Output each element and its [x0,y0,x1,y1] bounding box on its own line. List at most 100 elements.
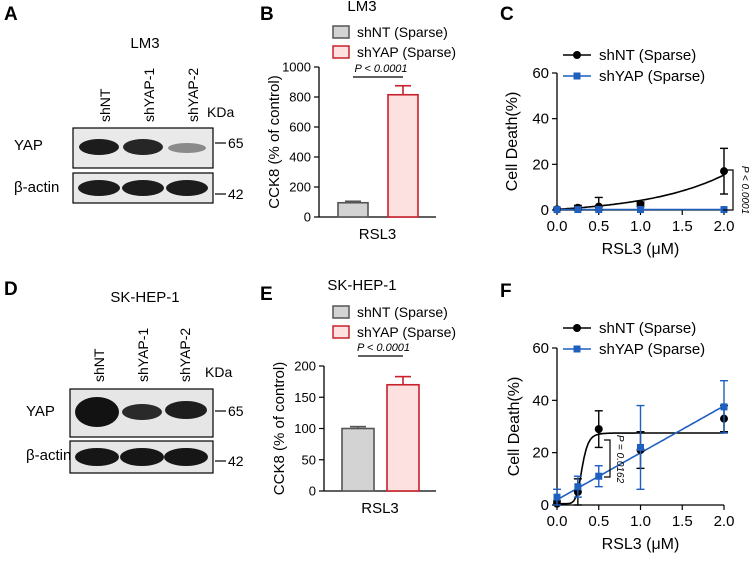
y-tick-label: 20 [532,445,549,462]
legend-label: shYAP (Sparse) [357,44,456,60]
chart-c: 0 20 40 60 0.0 0.5 1.0 1.5 2.0 RSL3 (μM) Cell Deat… [504,47,750,258]
y-tick-label: 50 [302,452,316,467]
blot-d-lane-3: shYAP-2 [177,328,193,382]
blot-a-actin-band-2 [122,180,164,196]
bar [387,93,419,218]
blot-d-yap-band-2 [122,404,162,420]
legend-marker [573,51,581,59]
bar [386,383,420,492]
blot-a-yap-band-1 [79,139,119,155]
y-tick-label: 20 [532,156,549,173]
blot-a-lane-1: shNT [97,88,113,122]
chart-title: SK-HEP-1 [327,277,396,294]
x-axis-label: RSL3 (μM) [602,536,680,553]
blot-a-lane-3: shYAP-2 [185,68,201,122]
x-tick-label: 0.5 [588,218,609,235]
x-tick-label: 2.0 [714,218,735,235]
x-tick-label: 0.5 [588,513,609,530]
blot-a-row-actin: β-actin [14,179,59,196]
data-point [574,483,582,491]
y-tick-label: 0 [304,210,311,225]
x-tick-label: 0.0 [547,513,568,530]
blot-a-yap-band-2 [123,139,163,155]
x-axis-label: RSL3 (μM) [602,241,680,258]
legend-swatch [332,325,350,339]
x-tick-label: 1.5 [672,218,693,235]
x-tick-label: 1.0 [630,218,651,235]
y-tick-label: 400 [289,150,311,165]
blot-a-title: LM3 [130,35,159,52]
bar [341,427,375,492]
blot-d-unit: KDa [205,364,232,380]
y-tick-label: 100 [294,421,316,436]
y-tick-label: 200 [289,180,311,195]
y-axis-label: CCK8 (% of control) [271,362,288,495]
legend-marker [573,324,581,332]
x-tick-label: 2.0 [714,513,735,530]
chart-e: SK-HEP-1 shNT (Sparse) shYAP (Sparse) 0 50 10… [271,277,456,517]
y-tick-label: 1000 [282,60,311,75]
panel-letter-b: B [260,4,274,25]
panel-letter-f: F [500,281,512,302]
y-tick-label: 60 [532,65,549,82]
blot-d-marker-42: 42 [228,453,244,469]
blot-d-marker-65: 65 [228,403,244,419]
p-value: P < 0.0001 [357,342,410,354]
blot-a-row-yap: YAP [14,137,43,154]
data-point [574,206,582,214]
legend-label: shYAP (Sparse) [599,68,705,85]
blot-d-actin-band-3 [164,448,208,466]
panel-letter-c: C [500,4,514,25]
y-tick-label: 60 [532,340,549,357]
blot-a-yap-band-3 [168,143,206,153]
legend-swatch [332,45,350,59]
blot-d-yap-band-3 [165,401,207,419]
data-point [553,493,561,501]
blot-a-lane-2: shYAP-1 [141,68,157,122]
legend-label: shNT (Sparse) [599,47,696,64]
chart-f: 0 20 40 60 0.0 0.5 1.0 1.5 2.0 RSL3 (μM) Cell Deat… [506,320,734,553]
legend-label: shNT (Sparse) [357,304,448,320]
legend-marker [573,345,581,353]
y-axis-label: CCK8 (% of control) [266,75,283,208]
legend-swatch [332,305,350,319]
blot-d-lane-1: shNT [91,348,107,382]
chart-title: LM3 [347,0,376,15]
x-tick-label: 0.0 [547,218,568,235]
y-tick-label: 800 [289,90,311,105]
panel-letter-d: D [4,279,18,300]
blot-d-yap-band-1 [75,397,119,427]
blot-a-actin-band-1 [78,180,120,196]
data-point [553,206,561,214]
legend-swatch [332,25,350,39]
blot-a-unit: KDa [207,104,234,120]
legend-label: shNT (Sparse) [599,320,696,337]
data-point [720,403,728,411]
blot-d-lane-2: shYAP-1 [135,328,151,382]
blot-d-row-yap: YAP [26,403,55,420]
data-point [594,425,603,434]
blot-d-actin-band-1 [75,448,119,466]
p-value: P < 0.0001 [739,166,750,214]
p-value: P = 0.0162 [614,435,625,484]
data-point [595,472,603,480]
y-tick-label: 0 [541,497,549,514]
data-point [595,206,603,214]
blot-d-actin-band-2 [120,448,164,466]
panel-letter-a: A [4,4,18,25]
y-axis-label: Cell Death(%) [506,377,523,477]
x-tick-label: 1.5 [672,513,693,530]
blot-a-marker-42: 42 [228,186,244,202]
significance-bracket [604,439,611,478]
significance-bracket [723,169,734,211]
y-tick-label: 40 [532,392,549,409]
data-point [720,167,728,176]
x-axis-label: RSL3 [361,500,399,517]
y-tick-label: 0 [541,202,549,219]
y-axis-label: Cell Death(%) [504,92,521,192]
bar [337,201,369,218]
legend-label: shYAP (Sparse) [357,324,456,340]
panel-letter-e: E [260,284,273,305]
data-point [637,443,644,451]
